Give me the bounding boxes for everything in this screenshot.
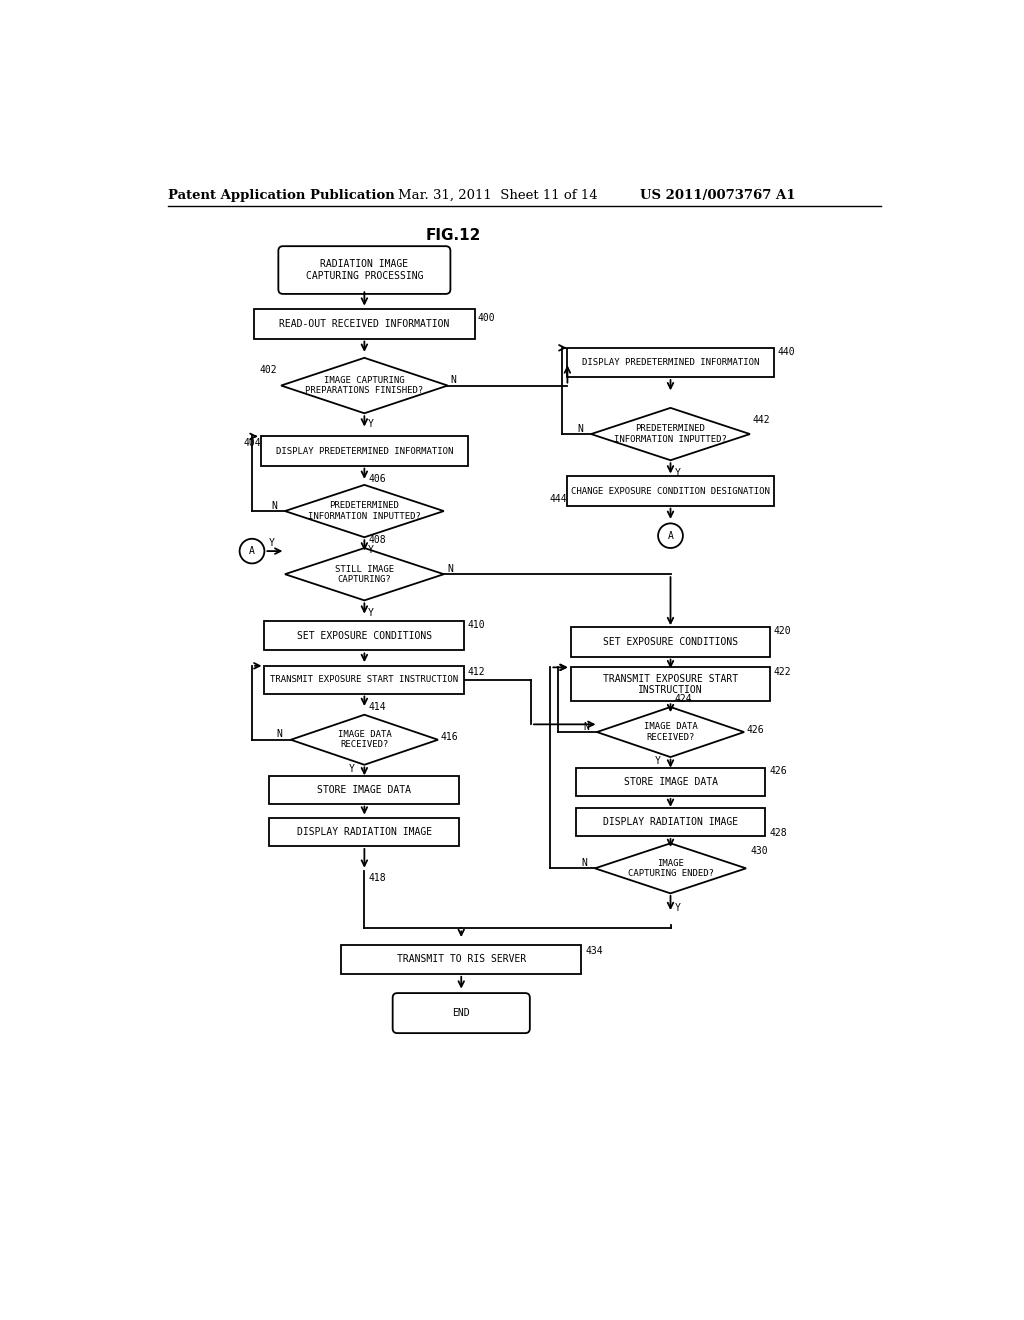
Bar: [566, 477, 774, 506]
Polygon shape: [285, 548, 443, 601]
FancyBboxPatch shape: [392, 993, 529, 1034]
Text: Y: Y: [675, 903, 680, 913]
Text: 410: 410: [467, 620, 485, 630]
Text: CHANGE EXPOSURE CONDITION DESIGNATION: CHANGE EXPOSURE CONDITION DESIGNATION: [571, 487, 770, 495]
Text: 422: 422: [773, 667, 792, 677]
Bar: [570, 627, 770, 656]
Text: STILL IMAGE
CAPTURING?: STILL IMAGE CAPTURING?: [335, 565, 394, 583]
Bar: [269, 818, 460, 846]
Text: 440: 440: [777, 347, 795, 356]
Text: READ-OUT RECEIVED INFORMATION: READ-OUT RECEIVED INFORMATION: [280, 319, 450, 329]
Text: Y: Y: [675, 467, 680, 478]
Text: 416: 416: [440, 733, 458, 742]
Text: 400: 400: [477, 313, 496, 323]
Text: 406: 406: [369, 474, 386, 483]
Text: US 2011/0073767 A1: US 2011/0073767 A1: [640, 189, 795, 202]
Text: Y: Y: [349, 764, 354, 774]
Bar: [341, 945, 582, 974]
Text: IMAGE DATA
RECEIVED?: IMAGE DATA RECEIVED?: [644, 722, 697, 742]
Text: N: N: [447, 564, 454, 574]
Bar: [575, 768, 765, 796]
Circle shape: [240, 539, 264, 564]
Text: N: N: [578, 424, 584, 434]
Text: N: N: [451, 375, 457, 385]
Polygon shape: [595, 843, 746, 894]
Polygon shape: [591, 408, 750, 461]
Text: A: A: [668, 531, 674, 541]
Text: STORE IMAGE DATA: STORE IMAGE DATA: [317, 785, 412, 795]
Text: N: N: [583, 722, 589, 731]
Text: TRANSMIT EXPOSURE START
INSTRUCTION: TRANSMIT EXPOSURE START INSTRUCTION: [603, 673, 738, 696]
Text: DISPLAY RADIATION IMAGE: DISPLAY RADIATION IMAGE: [297, 828, 432, 837]
FancyBboxPatch shape: [279, 246, 451, 294]
Bar: [575, 808, 765, 836]
Circle shape: [658, 523, 683, 548]
Text: Mar. 31, 2011  Sheet 11 of 14: Mar. 31, 2011 Sheet 11 of 14: [397, 189, 597, 202]
Text: 418: 418: [369, 874, 386, 883]
Text: IMAGE CAPTURING
PREPARATIONS FINISHED?: IMAGE CAPTURING PREPARATIONS FINISHED?: [305, 376, 424, 395]
Text: 420: 420: [773, 626, 792, 636]
Polygon shape: [285, 484, 443, 537]
Text: N: N: [276, 730, 283, 739]
Text: 424: 424: [675, 694, 692, 704]
Text: 412: 412: [467, 667, 485, 677]
Text: 434: 434: [586, 946, 603, 957]
Bar: [570, 668, 770, 701]
Polygon shape: [281, 358, 447, 413]
Text: IMAGE DATA
RECEIVED?: IMAGE DATA RECEIVED?: [338, 730, 391, 750]
Text: Y: Y: [369, 607, 374, 618]
Text: N: N: [582, 858, 587, 869]
Text: FIG.12: FIG.12: [426, 228, 481, 243]
Text: PREDETERMINED
INFORMATION INPUTTED?: PREDETERMINED INFORMATION INPUTTED?: [614, 424, 727, 444]
Text: A: A: [249, 546, 255, 556]
Text: STORE IMAGE DATA: STORE IMAGE DATA: [624, 777, 718, 787]
Text: 426: 426: [770, 767, 787, 776]
Text: 402: 402: [260, 366, 278, 375]
Text: Y: Y: [269, 539, 274, 548]
Text: IMAGE
CAPTURING ENDED?: IMAGE CAPTURING ENDED?: [628, 858, 714, 878]
Bar: [254, 309, 475, 339]
Text: 426: 426: [746, 725, 764, 735]
Bar: [260, 437, 468, 466]
Text: 442: 442: [753, 416, 770, 425]
Text: DISPLAY PREDETERMINED INFORMATION: DISPLAY PREDETERMINED INFORMATION: [275, 446, 453, 455]
Text: Y: Y: [655, 756, 660, 767]
Text: SET EXPOSURE CONDITIONS: SET EXPOSURE CONDITIONS: [603, 638, 738, 647]
Text: SET EXPOSURE CONDITIONS: SET EXPOSURE CONDITIONS: [297, 631, 432, 640]
Text: END: END: [453, 1008, 470, 1018]
Text: 428: 428: [770, 828, 787, 838]
Bar: [264, 665, 464, 693]
Text: Y: Y: [369, 545, 374, 554]
Text: 430: 430: [751, 846, 768, 857]
Text: Y: Y: [369, 418, 374, 429]
Text: DISPLAY PREDETERMINED INFORMATION: DISPLAY PREDETERMINED INFORMATION: [582, 358, 759, 367]
Text: TRANSMIT TO RIS SERVER: TRANSMIT TO RIS SERVER: [396, 954, 526, 964]
Text: 404: 404: [244, 438, 261, 449]
Text: 408: 408: [369, 536, 386, 545]
Text: 444: 444: [550, 494, 567, 504]
Text: PREDETERMINED
INFORMATION INPUTTED?: PREDETERMINED INFORMATION INPUTTED?: [308, 502, 421, 521]
Text: TRANSMIT EXPOSURE START INSTRUCTION: TRANSMIT EXPOSURE START INSTRUCTION: [270, 676, 459, 684]
Bar: [566, 348, 774, 378]
Polygon shape: [597, 708, 744, 758]
Polygon shape: [291, 714, 438, 764]
Text: RADIATION IMAGE
CAPTURING PROCESSING: RADIATION IMAGE CAPTURING PROCESSING: [305, 259, 423, 281]
Text: DISPLAY RADIATION IMAGE: DISPLAY RADIATION IMAGE: [603, 817, 738, 828]
Text: 414: 414: [369, 702, 386, 711]
Text: Patent Application Publication: Patent Application Publication: [168, 189, 395, 202]
Bar: [269, 776, 460, 804]
Bar: [264, 622, 464, 651]
Text: N: N: [271, 500, 278, 511]
